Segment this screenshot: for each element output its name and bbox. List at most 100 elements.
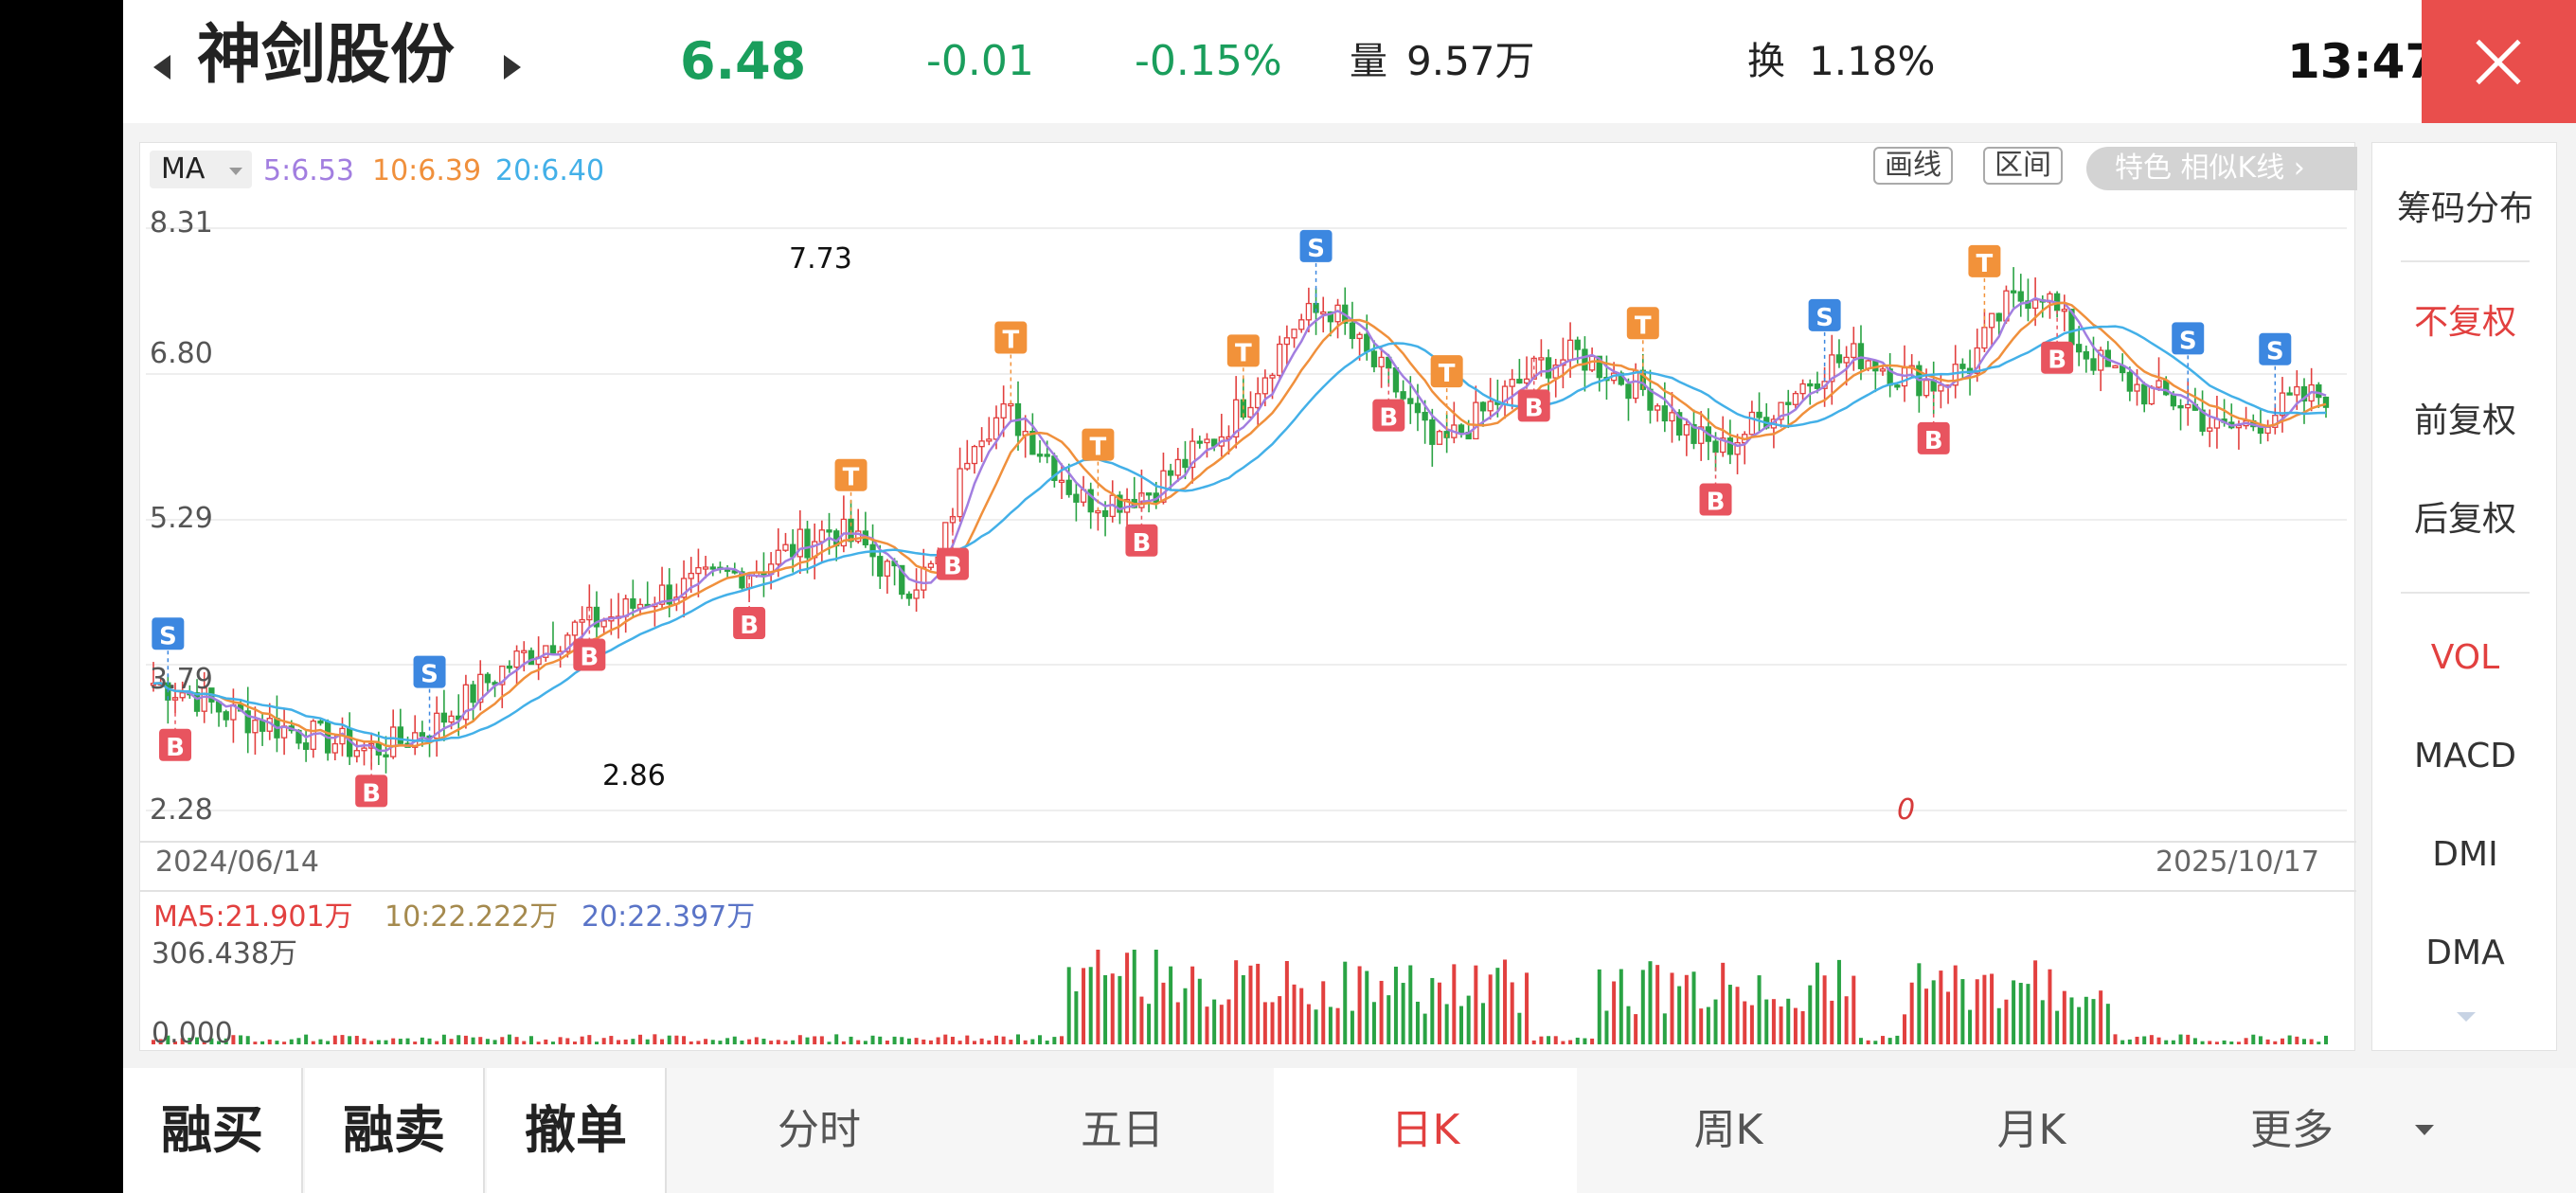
candle-body	[2264, 426, 2271, 435]
candle-body	[1327, 311, 1334, 323]
candle-body	[1436, 431, 1443, 445]
candle-body	[1995, 312, 2002, 322]
next-stock-arrow-icon[interactable]	[504, 55, 521, 80]
volume-bar	[435, 1041, 439, 1044]
volume-bar	[209, 1038, 214, 1044]
volume-bar	[166, 1035, 170, 1044]
candle-body	[680, 578, 688, 598]
volume-bar	[536, 1042, 541, 1044]
candle-body	[2177, 404, 2184, 409]
ma-indicator-select[interactable]: MA	[150, 151, 252, 188]
candle-body	[1538, 357, 1545, 361]
tab-intraday[interactable]: 分时	[778, 1106, 861, 1154]
candle-body	[513, 650, 520, 668]
dma-indicator-item[interactable]: DMA	[2425, 934, 2505, 972]
candle-body	[477, 673, 484, 703]
volume-bar	[856, 1040, 861, 1044]
stock-name[interactable]: 神剑股份	[197, 18, 456, 93]
volume-bar	[1903, 1014, 1907, 1044]
volume-bar	[1292, 984, 1297, 1044]
candle-body	[331, 742, 338, 754]
backward-adjust-item[interactable]: 后复权	[2413, 500, 2516, 539]
close-button[interactable]	[2422, 0, 2576, 123]
volume-bar	[1444, 1004, 1449, 1044]
volume-bar	[391, 1038, 396, 1044]
candle-body	[259, 720, 266, 732]
tab-weekly-k[interactable]: 周K	[1693, 1106, 1763, 1154]
candle-body	[419, 732, 426, 738]
volume-bar	[1597, 969, 1601, 1044]
volume-bar	[1786, 998, 1791, 1044]
candle-body	[2083, 350, 2089, 360]
margin-sell-button[interactable]: 融卖	[305, 1068, 485, 1193]
candle-body	[1726, 437, 1734, 455]
margin-buy-button[interactable]: 融买	[123, 1068, 303, 1193]
signal-badge	[1082, 428, 1115, 461]
no-adjust-item[interactable]: 不复权	[2413, 303, 2516, 342]
candle-body	[1807, 383, 1814, 387]
candle-body	[957, 468, 963, 518]
volume-bar	[914, 1038, 919, 1044]
dmi-indicator-item[interactable]: DMI	[2432, 835, 2498, 874]
volume-bar	[565, 1038, 570, 1044]
volume-bar	[936, 1037, 940, 1044]
volume-bar	[1931, 980, 1936, 1044]
volume-bar	[558, 1037, 563, 1044]
volume-bar	[1909, 982, 1914, 1044]
kline-chart[interactable]: S B B S B B T B T T B T S B T B T B S B T B S S	[140, 143, 2356, 1052]
interval-button[interactable]: 区间	[1983, 147, 2063, 185]
candle-body	[1509, 379, 1515, 387]
volume-bar	[289, 1039, 294, 1044]
signal-badge-letter: T	[1090, 434, 1107, 462]
tab-monthly-k[interactable]: 月K	[1996, 1106, 2066, 1154]
volume-bar	[1800, 1010, 1805, 1044]
volume-bar	[1706, 1006, 1710, 1044]
volume-bar	[776, 1040, 780, 1044]
similar-kline-button[interactable]: 特色 相似K线 ›	[2086, 147, 2357, 190]
candle-body	[1283, 337, 1291, 346]
candle-body	[1676, 412, 1683, 436]
tab-more[interactable]: 更多	[2250, 1106, 2334, 1154]
signal-badge	[1517, 389, 1550, 422]
signal-badge	[1372, 399, 1405, 432]
tab-five-day[interactable]: 五日	[1081, 1106, 1164, 1154]
draw-line-button[interactable]: 画线	[1873, 147, 1953, 185]
volume-bar	[2295, 1036, 2299, 1044]
candle-body	[2322, 396, 2330, 408]
volume-bar	[362, 1038, 367, 1044]
kline-chart-panel[interactable]: S B B S B B T B T T B T S B T B T B S B T B S S MA 5:6.53 10:6.…	[139, 142, 2357, 1052]
candle-body	[2075, 344, 2083, 353]
volume-bar	[878, 1036, 883, 1044]
volume-bar	[1626, 1006, 1631, 1044]
volume-bar	[1553, 1036, 1558, 1044]
candle-body	[1669, 412, 1675, 422]
volume-bar	[1677, 986, 1682, 1044]
macd-indicator-item[interactable]: MACD	[2414, 737, 2516, 775]
volume-bar	[754, 1037, 759, 1044]
cancel-order-button[interactable]: 撤单	[487, 1068, 667, 1193]
candle-body	[1008, 402, 1014, 407]
chip-distribution-item[interactable]: 筹码分布	[2396, 189, 2533, 228]
candle-body	[1458, 424, 1465, 434]
volume-bar	[972, 1041, 976, 1044]
volume-bar	[1459, 1006, 1464, 1044]
volume-bar	[1793, 1007, 1798, 1044]
volume-bar	[1583, 1038, 1587, 1044]
stock-header: 神剑股份 6.48 -0.01 -0.15% 量 9.57万 换 1.18% 1…	[123, 0, 2576, 123]
vol-indicator-item[interactable]: VOL	[2430, 638, 2500, 677]
volume-bar	[514, 1037, 519, 1044]
volume-bar	[1248, 965, 1253, 1044]
volume-bar	[1830, 1000, 1834, 1044]
candle-body	[1596, 355, 1602, 379]
previous-stock-arrow-icon[interactable]	[153, 55, 170, 80]
chevron-down-icon[interactable]	[2457, 1012, 2476, 1022]
volume-bar	[2113, 1034, 2118, 1044]
tab-daily-k[interactable]: 日K	[1274, 1068, 1577, 1193]
volume-bar	[231, 1035, 236, 1044]
signal-badge-letter: B	[1924, 427, 1943, 455]
candle-body	[1349, 322, 1356, 340]
candle-body	[223, 711, 229, 721]
candle-body	[1261, 377, 1269, 395]
candle-body	[2134, 383, 2140, 392]
forward-adjust-item[interactable]: 前复权	[2413, 401, 2516, 440]
